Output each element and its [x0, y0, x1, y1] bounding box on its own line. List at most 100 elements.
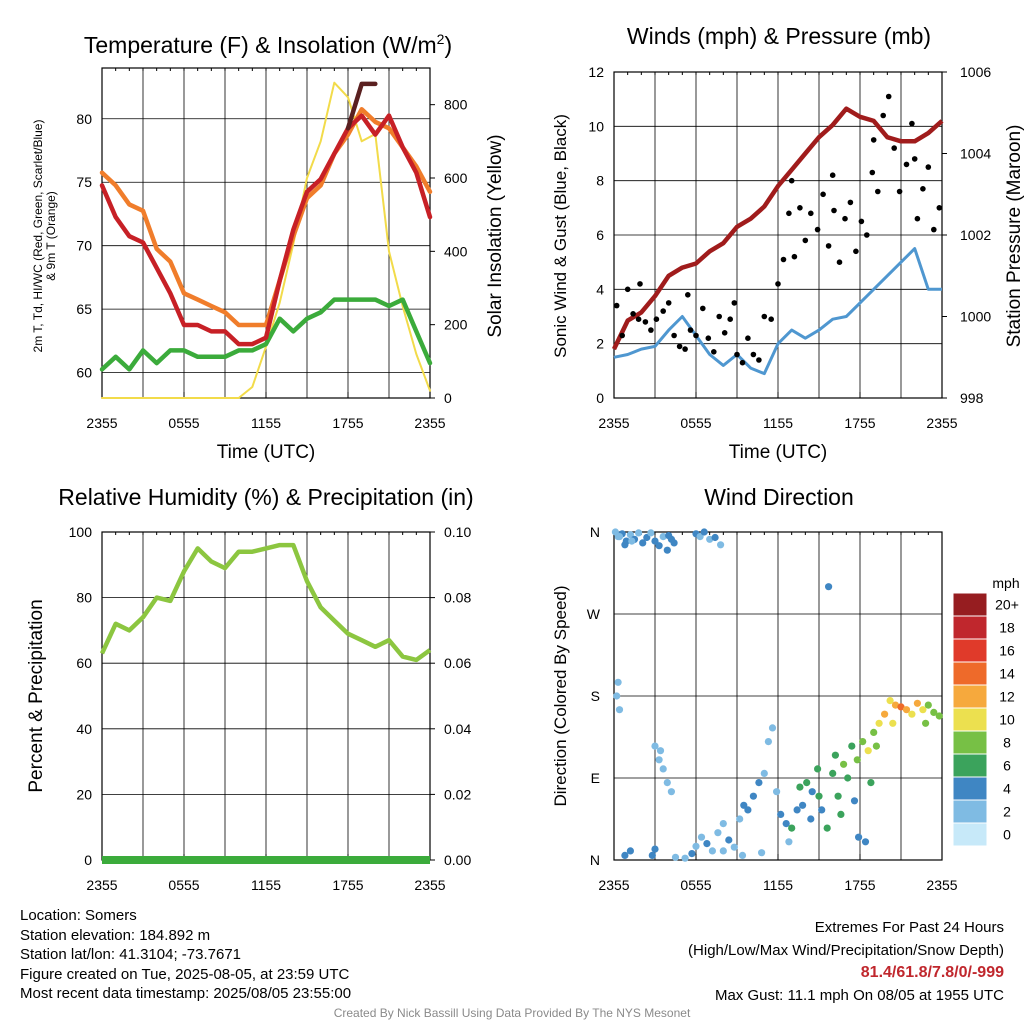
direction-point: [807, 815, 815, 823]
direction-point: [891, 701, 900, 709]
y-right-tick-label: 0.04: [444, 721, 471, 737]
gust-point: [797, 205, 803, 211]
gust-point: [635, 316, 642, 323]
direction-point: [626, 847, 635, 855]
gust-point: [903, 161, 910, 168]
y-tick-label: 100: [69, 524, 93, 540]
direction-point: [760, 769, 768, 778]
gust-point: [885, 93, 892, 100]
direction-point: [829, 769, 837, 778]
direction-point: [744, 806, 752, 814]
gust-point: [791, 253, 798, 260]
y-right-tick-label: 0: [444, 390, 452, 406]
gust-point: [705, 335, 712, 342]
y-tick-label: 80: [76, 111, 92, 127]
credit-text: Created By Nick Bassill Using Data Provi…: [333, 1006, 691, 1020]
x-tick-label: 0555: [680, 877, 711, 893]
y-tick-label: 0: [596, 390, 604, 406]
direction-point: [889, 719, 897, 727]
legend-unit-label: mph: [992, 575, 1019, 591]
gust-point: [914, 215, 921, 222]
gust-point: [775, 281, 781, 287]
gust-point: [936, 205, 943, 211]
y-right-tick-label: 1002: [960, 227, 991, 243]
direction-point: [703, 840, 711, 848]
direction-point: [651, 537, 659, 545]
station-info: Location: Somers Station elevation: 184.…: [20, 906, 351, 1004]
direction-point: [897, 703, 905, 711]
x-tick-label: 2355: [926, 415, 957, 431]
legend-swatch: [952, 776, 988, 801]
legend-label: 20+: [995, 597, 1019, 613]
x-tick-label: 1755: [332, 415, 363, 431]
y-tick-label: 60: [76, 365, 92, 381]
y-tick-label: 8: [596, 173, 604, 189]
x-tick-label: 2355: [926, 877, 957, 893]
max-gust-text: Max Gust: 11.1 mph On 08/05 at 1955 UTC: [714, 986, 1004, 1004]
direction-point: [930, 708, 938, 717]
y-right-tick-label: 0.08: [444, 590, 471, 606]
gust-point: [875, 188, 881, 195]
legend-label: 16: [999, 643, 1015, 659]
direction-point: [831, 751, 840, 759]
direction-point: [935, 712, 943, 720]
gust-point: [642, 319, 649, 325]
legend-swatch: [952, 638, 988, 663]
y-right-tick-label: 0.06: [444, 655, 471, 671]
direction-point: [758, 849, 766, 857]
direction-point: [803, 779, 811, 787]
y-right-tick-label: 998: [960, 390, 984, 406]
gust-point: [788, 177, 795, 184]
x-tick-label: 1755: [844, 877, 875, 893]
direction-point: [613, 692, 621, 700]
direction-tick-label: S: [591, 688, 600, 704]
direction-point: [825, 583, 833, 591]
direction-point: [651, 845, 659, 853]
direction-point: [681, 854, 689, 862]
gust-point: [829, 172, 836, 178]
gust-point: [808, 210, 814, 217]
elevation-text: Station elevation: 184.892 m: [20, 926, 211, 944]
gust-point: [693, 332, 699, 339]
direction-point: [848, 742, 856, 750]
gust-point: [831, 207, 837, 214]
y-tick-label: 75: [76, 174, 92, 190]
humidity-y-label: Percent & Precipitation: [26, 599, 47, 792]
gust-point: [665, 300, 672, 306]
winds-y-label: Sonic Wind & Gust (Blue, Black): [551, 114, 570, 358]
y-tick-label: 10: [588, 118, 604, 134]
direction-point: [764, 738, 773, 746]
direction-point: [815, 792, 823, 800]
direction-point: [711, 533, 719, 542]
direction-point: [671, 853, 680, 861]
gust-point: [671, 332, 677, 339]
direction-point: [837, 810, 845, 819]
gust-point: [786, 210, 792, 217]
gust-point: [842, 215, 848, 222]
direction-point: [796, 783, 804, 791]
gust-point: [925, 164, 932, 170]
x-tick-label: 2355: [86, 877, 117, 893]
gust-point: [716, 313, 722, 320]
direction-point: [850, 797, 859, 805]
gust-point: [734, 351, 740, 358]
legend-swatch: [952, 753, 988, 778]
temperature-series-line: [345, 81, 378, 131]
legend-swatch: [952, 730, 988, 755]
relative-humidity-line: [99, 542, 432, 663]
station-pressure-line: [611, 106, 944, 351]
direction-point: [855, 833, 863, 841]
gust-point: [648, 327, 654, 333]
direction-point: [700, 528, 708, 536]
winds-panel-title: Winds (mph) & Pressure (mb): [627, 23, 931, 49]
x-tick-label: 2355: [86, 415, 117, 431]
direction-point: [621, 851, 629, 860]
direction-point: [692, 842, 700, 850]
direction-point: [643, 533, 651, 542]
direction-point: [785, 838, 793, 846]
direction-point: [853, 756, 861, 764]
direction-point: [875, 719, 883, 727]
gust-point: [825, 243, 832, 249]
temperature-series-line: [99, 113, 433, 347]
legend-swatch: [952, 684, 988, 709]
